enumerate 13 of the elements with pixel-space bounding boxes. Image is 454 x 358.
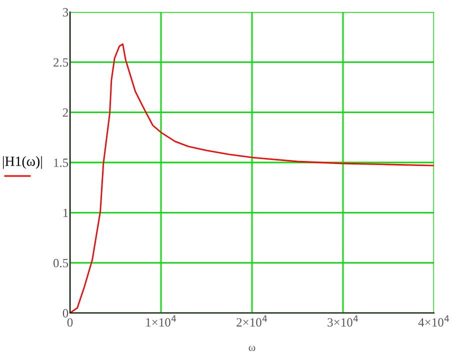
y-tick-label: 1.5	[54, 158, 68, 168]
y-tick-label: 0.5	[53, 258, 68, 268]
x-tick-label: 3×10$^{4}$	[328, 315, 358, 327]
x-axis-title: ω	[248, 346, 256, 351]
y-tick-label: 0	[62, 309, 68, 318]
y-tick-label: 2.5	[54, 58, 68, 67]
y-tick-label: 3	[62, 8, 68, 16]
x-tick-label: 4×10$^{4}$	[418, 315, 450, 327]
y-tick-label: 2	[62, 108, 68, 117]
y-tick-label: 1	[63, 208, 68, 218]
y-axis-title: |H1(ω)|	[3, 156, 42, 169]
x-tick-label: 1×10$^{4}$	[146, 315, 176, 327]
x-tick-label: 2×10$^{4}$	[236, 315, 268, 327]
